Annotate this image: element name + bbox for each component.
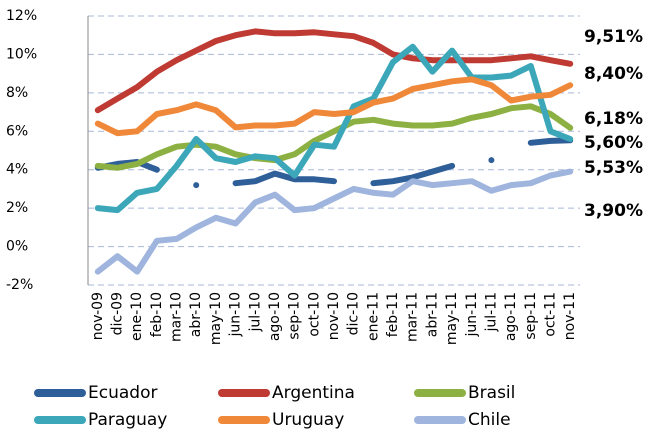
legend-label: Paraguay [88, 410, 167, 430]
x-tick-label: jul-10 [247, 292, 263, 333]
y-tick-label: 8% [6, 85, 28, 101]
x-tick-label: abr-10 [188, 292, 204, 337]
x-tick-label: may-11 [444, 292, 460, 345]
line [94, 43, 574, 214]
y-tick-label: 6% [6, 123, 28, 139]
legend-label: Uruguay [272, 410, 344, 430]
legend-label: Brasil [468, 383, 515, 403]
x-tick-label: mar-10 [169, 292, 185, 342]
value-label: 3,90% [584, 201, 643, 221]
x-tick-label: feb-11 [385, 292, 401, 337]
x-tick-label: dic-10 [346, 292, 362, 335]
line [94, 168, 574, 275]
x-tick-label: oct-11 [542, 292, 558, 337]
value-label: 5,60% [584, 133, 643, 153]
value-label: 9,51% [584, 27, 643, 47]
x-tick-label: mar-11 [405, 292, 421, 342]
y-tick-label: 4% [6, 162, 28, 178]
x-tick-label: oct-10 [306, 292, 322, 337]
x-tick-label: ago-10 [267, 292, 283, 341]
x-tick-label: may-10 [208, 292, 224, 345]
x-tick-label: jun-10 [228, 292, 244, 338]
y-tick-label: 2% [6, 200, 28, 216]
x-tick-label: dic-09 [110, 292, 126, 335]
value-label: 5,53% [584, 158, 643, 178]
legend-label: Argentina [272, 383, 355, 403]
x-tick-label: jul-11 [483, 292, 499, 333]
x-tick-label: nov-11 [562, 292, 578, 340]
x-tick-label: jun-11 [464, 292, 480, 338]
x-tick-label: ene-11 [365, 292, 381, 341]
value-label: 8,40% [584, 64, 643, 84]
legend-label: Chile [468, 410, 511, 430]
x-tick-label: nov-10 [326, 292, 342, 340]
x-tick-label: sep-11 [523, 292, 539, 340]
line [94, 76, 574, 137]
value-label: 6,18% [584, 109, 643, 129]
y-tick-label: -2% [6, 277, 33, 293]
x-tick-label: feb-10 [149, 292, 165, 337]
x-tick-label: ene-10 [129, 292, 145, 341]
x-tick-label: abr-11 [424, 292, 440, 337]
line [94, 103, 574, 171]
y-tick-label: 10% [6, 46, 37, 62]
legend-label: Ecuador [88, 383, 157, 403]
line [94, 28, 574, 114]
x-tick-label: nov-09 [90, 292, 106, 340]
x-tick-label: sep-10 [287, 292, 303, 340]
x-tick-label: ago-11 [503, 292, 519, 341]
y-tick-label: 12% [6, 8, 37, 24]
y-tick-label: 0% [6, 239, 28, 255]
